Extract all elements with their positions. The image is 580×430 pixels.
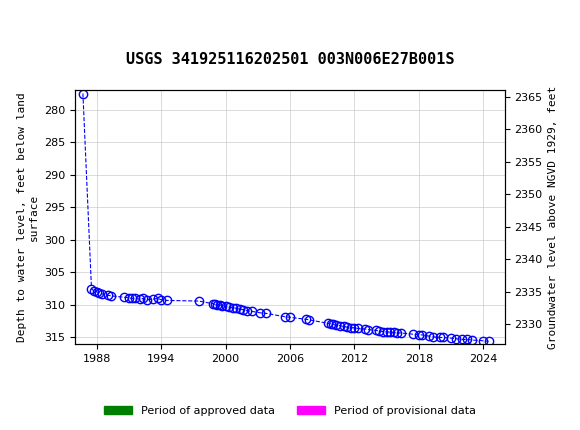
Bar [142, 346, 161, 349]
Bar [317, 346, 360, 349]
Bar [263, 346, 285, 349]
Bar [95, 346, 108, 349]
Bar [209, 346, 242, 349]
Y-axis label: Depth to water level, feet below land
surface: Depth to water level, feet below land su… [17, 92, 39, 342]
Text: ▒USGS: ▒USGS [12, 9, 70, 30]
Y-axis label: Groundwater level above NGVD 1929, feet: Groundwater level above NGVD 1929, feet [548, 86, 558, 349]
Bar [194, 346, 199, 349]
Bar [247, 346, 256, 349]
Bar [290, 346, 301, 349]
Text: USGS 341925116202501 003N006E27B001S: USGS 341925116202501 003N006E27B001S [126, 52, 454, 67]
Bar [166, 346, 170, 349]
Legend: Period of approved data, Period of provisional data: Period of approved data, Period of provi… [100, 401, 480, 420]
Bar [81, 346, 89, 349]
Bar [397, 346, 406, 349]
Bar [440, 346, 456, 349]
Bar [482, 346, 490, 349]
Bar [113, 346, 137, 349]
Bar [365, 346, 392, 349]
Bar [462, 346, 481, 349]
Bar [414, 346, 435, 349]
